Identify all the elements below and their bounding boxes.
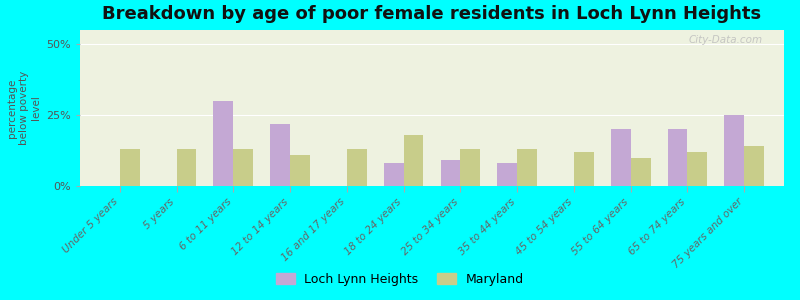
Bar [290, 155, 310, 186]
Bar [744, 146, 764, 186]
Title: Breakdown by age of poor female residents in Loch Lynn Heights: Breakdown by age of poor female resident… [102, 5, 762, 23]
Legend: Loch Lynn Heights, Maryland: Loch Lynn Heights, Maryland [270, 268, 530, 291]
Bar [347, 149, 366, 186]
Bar [214, 101, 234, 186]
Bar [177, 149, 196, 186]
Bar [460, 149, 480, 186]
Bar [498, 163, 517, 186]
Bar [517, 149, 537, 186]
Bar [668, 129, 687, 186]
Bar [630, 158, 650, 186]
Bar [270, 124, 290, 186]
Y-axis label: percentage
below poverty
level: percentage below poverty level [7, 71, 41, 145]
Bar [384, 163, 404, 186]
Bar [404, 135, 423, 186]
Bar [441, 160, 460, 186]
Bar [611, 129, 630, 186]
Bar [120, 149, 140, 186]
Bar [574, 152, 594, 186]
Bar [234, 149, 253, 186]
Bar [687, 152, 707, 186]
Text: City-Data.com: City-Data.com [689, 35, 763, 45]
Bar [724, 115, 744, 186]
